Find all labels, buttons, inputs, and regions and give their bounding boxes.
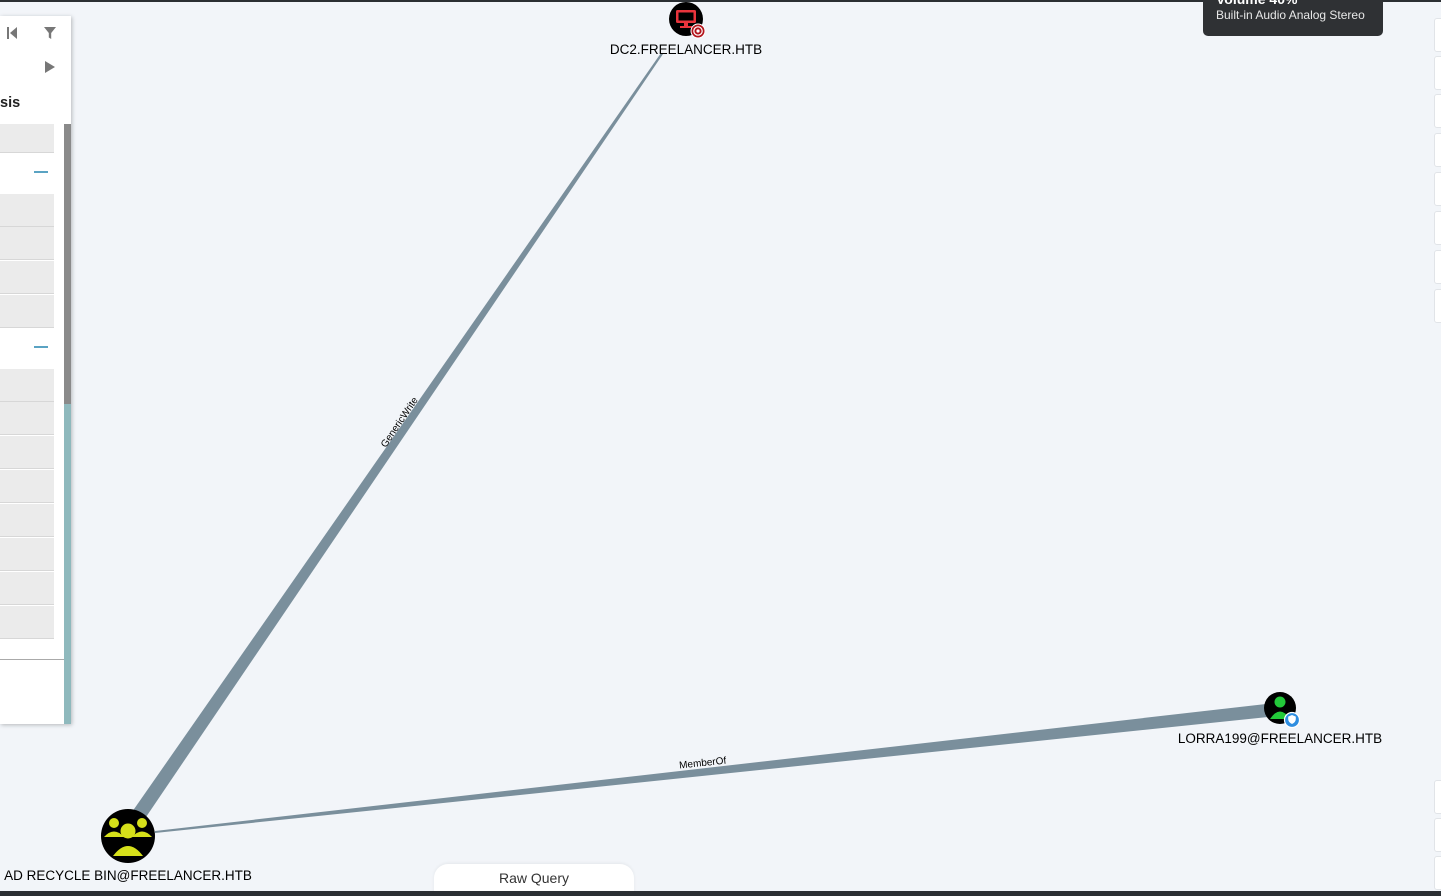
panel-scrollbar-track[interactable] [64, 124, 71, 724]
collapse-icon[interactable] [34, 171, 48, 173]
list-item[interactable] [0, 436, 54, 469]
node-user-lorra199[interactable]: LORRA199@FREELANCER.HTB [1178, 692, 1382, 746]
edge-memberof-label: MemberOf [679, 756, 727, 772]
top-border [0, 0, 1441, 2]
target-icon [690, 23, 706, 39]
play-icon [45, 61, 55, 73]
filter-button[interactable] [43, 25, 57, 41]
audio-device: Built-in Audio Analog Stereo [1216, 8, 1365, 22]
list-item[interactable] [0, 402, 54, 435]
volume-tooltip: Volume 40% Built-in Audio Analog Stereo [1203, 0, 1383, 36]
node-computer-dc2[interactable]: DC2.FREELANCER.HTB [610, 2, 762, 57]
skip-back-icon [7, 27, 17, 39]
right-toolbar-button[interactable] [1434, 56, 1441, 90]
filter-icon [44, 27, 56, 39]
left-panel: sis [0, 16, 71, 724]
panel-title: sis [0, 95, 21, 111]
node-user-label: LORRA199@FREELANCER.HTB [1178, 731, 1382, 746]
node-group-label: AD RECYCLE BIN@FREELANCER.HTB [4, 868, 252, 883]
list-item[interactable] [0, 572, 54, 605]
right-toolbar-button[interactable] [1434, 133, 1441, 167]
node-group-ad-recycle-bin[interactable]: AD RECYCLE BIN@FREELANCER.HTB [4, 809, 252, 883]
list-item[interactable] [0, 227, 54, 260]
right-toolbar-button[interactable] [1434, 856, 1441, 890]
raw-query-toggle[interactable]: Raw Query [434, 864, 634, 896]
right-toolbar-button[interactable] [1434, 289, 1441, 323]
edge-memberof[interactable] [155, 704, 1268, 833]
list-item[interactable] [0, 261, 54, 294]
list-item[interactable] [0, 470, 54, 503]
group-icon [104, 818, 152, 856]
right-toolbar-button[interactable] [1434, 211, 1441, 245]
list-item[interactable] [0, 606, 54, 639]
right-toolbar-button[interactable] [1434, 780, 1441, 814]
panel-divider [0, 659, 64, 660]
monitor-icon [676, 10, 696, 28]
volume-level: Volume 40% [1216, 0, 1297, 7]
shield-icon [1283, 711, 1301, 729]
node-computer-label: DC2.FREELANCER.HTB [610, 42, 762, 57]
collapse-icon[interactable] [34, 346, 48, 348]
right-toolbar-button[interactable] [1434, 18, 1441, 52]
right-toolbar-button[interactable] [1434, 94, 1441, 128]
list-item[interactable] [0, 124, 54, 153]
right-toolbar-button[interactable] [1434, 818, 1441, 852]
panel-scrollbar-thumb[interactable] [64, 124, 71, 404]
list-item[interactable] [0, 295, 54, 328]
play-button[interactable] [43, 59, 57, 75]
bottom-border [0, 891, 1441, 896]
right-toolbar-button[interactable] [1434, 172, 1441, 206]
edge-genericwrite[interactable] [132, 53, 663, 820]
list-item[interactable] [0, 504, 54, 537]
list-item[interactable] [0, 194, 54, 227]
skip-back-button[interactable] [5, 25, 19, 41]
list-item[interactable] [0, 538, 54, 571]
right-toolbar-button[interactable] [1434, 250, 1441, 284]
list-item[interactable] [0, 369, 54, 402]
